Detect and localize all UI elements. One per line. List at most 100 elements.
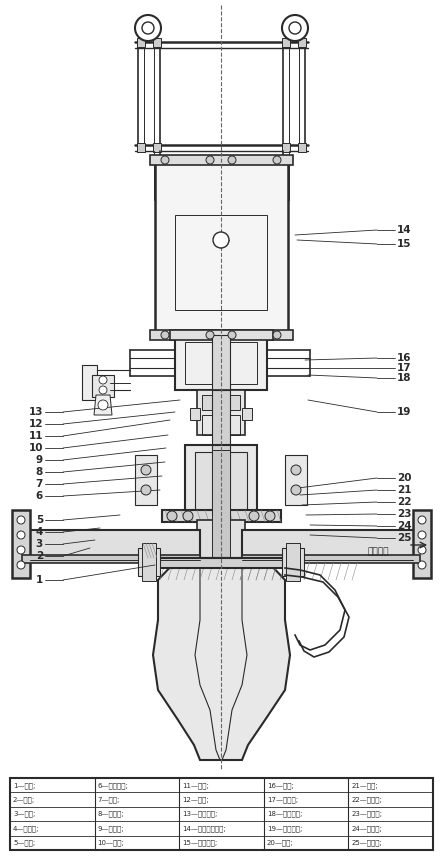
Text: 5—庞片;: 5—庞片; — [13, 840, 35, 846]
Bar — [137, 143, 145, 152]
Circle shape — [206, 331, 214, 339]
Text: 20—填柱;: 20—填柱; — [267, 840, 294, 846]
Text: 22: 22 — [397, 497, 412, 507]
Bar — [82, 365, 97, 400]
Circle shape — [17, 531, 25, 539]
Text: 15—限位开关;: 15—限位开关; — [182, 840, 218, 846]
Bar — [202, 395, 240, 410]
Text: 25: 25 — [397, 533, 412, 543]
Bar — [413, 510, 431, 578]
Text: 3: 3 — [36, 539, 43, 549]
Text: 13: 13 — [28, 407, 43, 417]
Bar — [135, 455, 157, 505]
Bar — [202, 415, 240, 435]
Text: 8—波纹管;: 8—波纹管; — [97, 811, 124, 817]
Bar — [242, 555, 420, 563]
Text: 12—填柱;: 12—填柱; — [182, 796, 209, 803]
Circle shape — [167, 511, 177, 521]
Circle shape — [418, 561, 426, 569]
Bar — [298, 38, 306, 47]
Bar — [137, 38, 145, 47]
Bar — [212, 390, 230, 450]
Text: 23: 23 — [397, 509, 412, 519]
Text: 21—填柱;: 21—填柱; — [351, 782, 378, 788]
Bar — [185, 342, 257, 384]
Text: 19—调节压差;: 19—调节压差; — [267, 825, 302, 832]
Text: 22—弹簧庞;: 22—弹簧庞; — [351, 796, 382, 803]
Text: 23—过渡装;: 23—过渡装; — [351, 811, 382, 817]
Circle shape — [249, 511, 259, 521]
Text: 21: 21 — [397, 485, 412, 495]
Bar — [142, 543, 156, 581]
Text: 13—气动阀件;: 13—气动阀件; — [182, 811, 218, 817]
Text: 介质流向: 介质流向 — [367, 548, 389, 556]
Bar — [170, 330, 273, 340]
Bar — [175, 215, 267, 310]
Text: 4—下阀杆;: 4—下阀杆; — [13, 825, 39, 832]
Text: 5: 5 — [36, 515, 43, 525]
Text: 18—调节压板;: 18—调节压板; — [267, 811, 302, 817]
Bar — [158, 558, 285, 568]
Text: 2: 2 — [36, 551, 43, 561]
Text: 19: 19 — [397, 407, 412, 417]
Bar — [282, 548, 304, 576]
Bar — [92, 375, 114, 397]
Bar — [185, 445, 257, 515]
Bar — [153, 143, 161, 152]
Bar — [12, 510, 30, 578]
Bar — [155, 160, 288, 335]
Bar — [10, 778, 433, 850]
Text: 15: 15 — [397, 239, 412, 249]
Text: 9—调阀盖;: 9—调阀盖; — [97, 825, 124, 832]
Text: 12: 12 — [28, 419, 43, 429]
Bar — [138, 548, 160, 576]
Text: 11—填柱;: 11—填柱; — [182, 782, 209, 788]
Circle shape — [291, 485, 301, 495]
Text: 20: 20 — [397, 473, 412, 483]
Bar — [150, 155, 293, 165]
Circle shape — [213, 232, 229, 248]
Text: 17: 17 — [397, 363, 412, 373]
Polygon shape — [153, 558, 290, 760]
Bar — [175, 335, 267, 390]
Circle shape — [418, 516, 426, 524]
Circle shape — [135, 15, 161, 41]
Circle shape — [282, 15, 308, 41]
Bar — [212, 335, 230, 390]
Bar — [190, 408, 200, 420]
Bar — [242, 530, 420, 560]
Bar — [153, 38, 161, 47]
Text: 16: 16 — [397, 353, 412, 363]
Text: 17—调节器;: 17—调节器; — [267, 796, 298, 803]
Text: 1—阀体;: 1—阀体; — [13, 782, 35, 788]
Text: 7—填圈;: 7—填圈; — [97, 796, 120, 803]
Bar — [285, 455, 307, 505]
Circle shape — [17, 516, 25, 524]
Text: 2—阀盖;: 2—阀盖; — [13, 796, 35, 803]
Text: 10: 10 — [28, 443, 43, 453]
Circle shape — [17, 546, 25, 554]
Circle shape — [273, 331, 281, 339]
Circle shape — [265, 511, 275, 521]
Circle shape — [206, 156, 214, 164]
Bar — [197, 520, 245, 560]
Circle shape — [99, 386, 107, 394]
Bar — [298, 143, 306, 152]
Circle shape — [418, 531, 426, 539]
Bar — [242, 408, 252, 420]
Circle shape — [17, 561, 25, 569]
Circle shape — [161, 156, 169, 164]
Text: 6—波纹管算;: 6—波纹管算; — [97, 782, 128, 788]
Bar — [195, 452, 247, 512]
Text: 16—阀柱;: 16—阀柱; — [267, 782, 294, 788]
Bar — [162, 510, 281, 522]
Circle shape — [228, 331, 236, 339]
Bar — [282, 143, 290, 152]
Bar — [150, 330, 293, 340]
Text: 25—调节片;: 25—调节片; — [351, 840, 382, 846]
Text: 24: 24 — [397, 521, 412, 531]
Circle shape — [161, 331, 169, 339]
Circle shape — [228, 156, 236, 164]
Text: 18: 18 — [397, 373, 412, 383]
Text: 8: 8 — [36, 467, 43, 477]
